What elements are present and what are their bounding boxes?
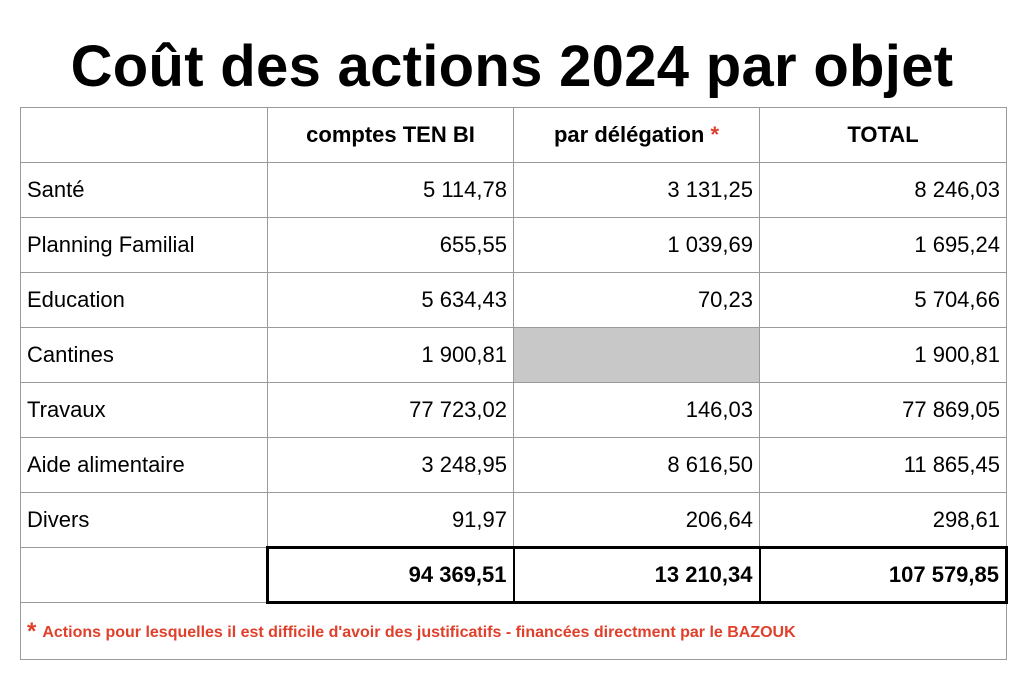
table-row: Education 5 634,43 70,23 5 704,66 xyxy=(20,272,1007,328)
table-row: Divers 91,97 206,64 298,61 xyxy=(20,492,1007,548)
asterisk-mark: * xyxy=(710,122,720,147)
cell-total: 11 865,45 xyxy=(759,437,1007,493)
row-label: Cantines xyxy=(20,327,268,383)
cell-total: 8 246,03 xyxy=(759,162,1007,218)
totals-row: 94 369,51 13 210,34 107 579,85 xyxy=(20,546,1008,604)
total-ten-bi: 94 369,51 xyxy=(266,546,515,604)
footnote-asterisk: * xyxy=(27,617,37,645)
row-label: Santé xyxy=(20,162,268,218)
header-ten-bi: comptes TEN BI xyxy=(267,107,514,163)
cell-delegation: 146,03 xyxy=(513,382,760,438)
row-label: Divers xyxy=(20,492,268,548)
total-delegation: 13 210,34 xyxy=(512,546,761,604)
cell-delegation-empty xyxy=(513,327,760,383)
cell-ten-bi: 91,97 xyxy=(267,492,514,548)
cell-total: 5 704,66 xyxy=(759,272,1007,328)
cell-ten-bi: 5 634,43 xyxy=(267,272,514,328)
cell-delegation: 3 131,25 xyxy=(513,162,760,218)
table-row: Santé 5 114,78 3 131,25 8 246,03 xyxy=(20,162,1007,218)
header-delegation-label: par délégation xyxy=(553,122,705,147)
table-row: Planning Familial 655,55 1 039,69 1 695,… xyxy=(20,217,1007,273)
row-label: Education xyxy=(20,272,268,328)
table-row: Travaux 77 723,02 146,03 77 869,05 xyxy=(20,382,1007,438)
row-label: Planning Familial xyxy=(20,217,268,273)
cell-delegation: 206,64 xyxy=(513,492,760,548)
header-row: comptes TEN BI par délégation * TOTAL xyxy=(20,107,1007,163)
cell-delegation: 1 039,69 xyxy=(513,217,760,273)
footnote-text: Actions pour lesquelles il est difficile… xyxy=(42,623,796,641)
cell-ten-bi: 77 723,02 xyxy=(267,382,514,438)
cell-total: 298,61 xyxy=(759,492,1007,548)
cell-ten-bi: 3 248,95 xyxy=(267,437,514,493)
total-grand: 107 579,85 xyxy=(758,546,1008,604)
cell-total: 1 695,24 xyxy=(759,217,1007,273)
row-label: Travaux xyxy=(20,382,268,438)
cell-ten-bi: 1 900,81 xyxy=(267,327,514,383)
footnote-row: * Actions pour lesquelles il est difficil… xyxy=(20,602,1007,660)
header-delegation: par délégation * xyxy=(513,107,760,163)
cell-delegation: 8 616,50 xyxy=(513,437,760,493)
cell-delegation: 70,23 xyxy=(513,272,760,328)
cell-total: 1 900,81 xyxy=(759,327,1007,383)
cell-ten-bi: 5 114,78 xyxy=(267,162,514,218)
page-title: Coût des actions 2024 par objet xyxy=(70,34,954,99)
header-total: TOTAL xyxy=(759,107,1007,163)
table-row: Cantines 1 900,81 1 900,81 xyxy=(20,327,1007,383)
totals-empty-cell xyxy=(20,547,268,603)
header-empty-cell xyxy=(20,107,268,163)
table-row: Aide alimentaire 3 248,95 8 616,50 11 86… xyxy=(20,437,1007,493)
row-label: Aide alimentaire xyxy=(20,437,268,493)
cell-ten-bi: 655,55 xyxy=(267,217,514,273)
footnote: * Actions pour lesquelles il est difficil… xyxy=(20,602,1007,660)
cost-table: comptes TEN BI par délégation * TOTAL Sa… xyxy=(20,107,1008,660)
cell-total: 77 869,05 xyxy=(759,382,1007,438)
